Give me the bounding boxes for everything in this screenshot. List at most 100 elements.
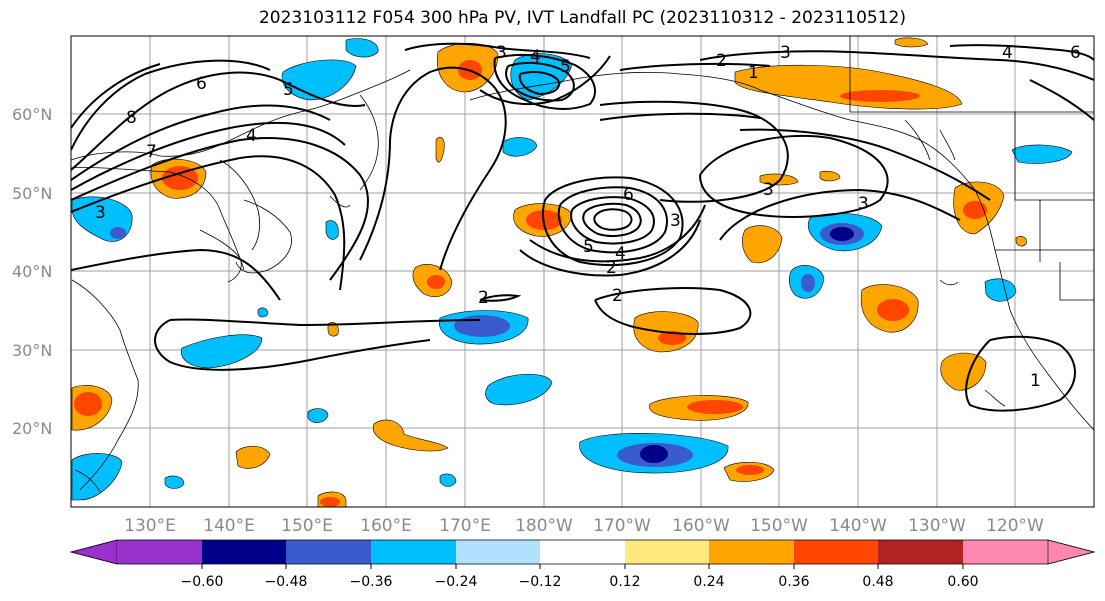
lon-label: 130°E	[124, 516, 176, 536]
colorbar-extend-max	[1047, 539, 1096, 565]
contour-label: 6	[196, 74, 207, 94]
contour-label: 4	[1002, 43, 1013, 63]
neg-core	[640, 445, 668, 463]
contour-label: 6	[1070, 43, 1081, 63]
pv-shading	[71, 37, 1073, 507]
contour-label: 6	[623, 185, 634, 205]
colorbar-segment	[794, 540, 878, 564]
contour-label: 1	[1030, 371, 1041, 391]
coastlines	[71, 36, 1094, 493]
pos-core	[736, 465, 764, 475]
neg-blob	[345, 38, 379, 58]
colorbar-segment	[456, 540, 540, 564]
contour-labels: 6 8 7 5 4 3 3 4 5 2 1 3 4 6 6 4 5 3 2 2 …	[95, 43, 1081, 391]
pos-blob	[742, 225, 783, 264]
pos-core	[840, 90, 920, 102]
contour-label: 4	[246, 126, 257, 146]
contour-label: 2	[478, 288, 489, 308]
contour-label: 5	[283, 80, 294, 100]
pos-blob	[327, 322, 339, 337]
lon-label: 160°W	[672, 516, 730, 536]
contour-label: 3	[858, 194, 869, 214]
colorbar-segment	[625, 540, 709, 564]
colorbar-tick-label: −0.24	[435, 574, 478, 590]
pos-core	[658, 331, 686, 345]
colorbar-segment	[286, 540, 371, 564]
latitude-labels: 60°N 50°N 40°N 30°N 20°N	[12, 105, 52, 438]
neg-blob	[325, 220, 339, 240]
lon-label: 120°W	[986, 516, 1044, 536]
neg-blob	[502, 137, 538, 157]
pos-blob	[894, 37, 929, 48]
lon-label: 160°E	[360, 516, 412, 536]
neg-blob	[257, 307, 269, 318]
contour-label: 8	[126, 108, 137, 128]
contour-label: 4	[615, 244, 626, 264]
neg-core	[110, 227, 126, 239]
colorbar-tick-label: −0.48	[265, 574, 308, 590]
lon-label: 170°W	[593, 516, 651, 536]
longitude-labels: 130°E 140°E 150°E 160°E 170°E 180°W 170°…	[124, 516, 1044, 536]
lon-label: 140°W	[829, 516, 887, 536]
lat-label: 50°N	[12, 184, 52, 203]
lat-label: 60°N	[12, 105, 52, 124]
colorbar-tick-label: −0.12	[519, 574, 562, 590]
colorbar-segment	[202, 540, 286, 564]
map-title: 2023103112 F054 300 hPa PV, IVT Landfall…	[258, 8, 906, 28]
colorbar-tick-label: 0.48	[862, 574, 893, 590]
contour-label: 3	[496, 43, 507, 63]
contour-label: 3	[670, 211, 681, 231]
colorbar-segment	[540, 540, 625, 564]
neg-blob	[307, 408, 329, 423]
neg-blob	[485, 373, 553, 406]
pos-blob	[819, 170, 841, 182]
lon-label: 130°W	[908, 516, 966, 536]
colorbar: −0.60 −0.48 −0.36 −0.24 −0.12 0.12 0.24 …	[69, 539, 1096, 590]
pos-blob	[759, 173, 799, 186]
contour-label: 2	[716, 51, 727, 71]
contour-label: 5	[583, 237, 594, 257]
neg-blob	[71, 453, 123, 501]
contour-label: 7	[146, 142, 157, 162]
contour-label: 3	[763, 180, 774, 200]
pos-core	[320, 497, 340, 507]
colorbar-segment	[117, 540, 202, 564]
neg-core	[830, 227, 854, 241]
neg-blob	[439, 473, 457, 487]
pos-blob	[1015, 236, 1027, 247]
neg-blob	[1011, 144, 1073, 164]
colorbar-segment	[371, 540, 456, 564]
colorbar-tick-label: −0.36	[350, 574, 393, 590]
colorbar-tick-label: 0.60	[947, 574, 978, 590]
contour-label: 2	[612, 286, 623, 306]
pv-contours	[71, 42, 1094, 412]
neg-blob	[181, 334, 263, 369]
colorbar-segment	[709, 540, 794, 564]
neg-core	[801, 274, 815, 292]
neg-core	[454, 315, 510, 337]
colorbar-outline	[69, 539, 1096, 565]
colorbar-tick-label: 0.24	[693, 574, 724, 590]
contour-label: 2	[606, 258, 617, 278]
colorbar-tick-label: 0.36	[778, 574, 809, 590]
colorbar-tick-label: −0.60	[181, 574, 224, 590]
pos-core	[74, 392, 102, 416]
lon-label: 150°W	[750, 516, 808, 536]
contour-label: 1	[748, 63, 759, 83]
lon-label: 180°W	[515, 516, 573, 536]
pos-blob	[372, 419, 449, 452]
map-frame	[70, 35, 1095, 508]
neg-blob	[984, 278, 1017, 302]
contour-label: 5	[560, 57, 571, 77]
pos-core	[877, 299, 909, 321]
pos-core	[427, 275, 445, 289]
contour-label: 4	[530, 47, 541, 67]
colorbar-segment	[963, 540, 1048, 564]
lat-label: 40°N	[12, 262, 52, 281]
pos-blob	[235, 445, 271, 469]
colorbar-tick-label: 0.12	[609, 574, 640, 590]
lon-label: 170°E	[439, 516, 491, 536]
colorbar-extend-min	[69, 539, 118, 565]
pos-core	[963, 201, 987, 219]
